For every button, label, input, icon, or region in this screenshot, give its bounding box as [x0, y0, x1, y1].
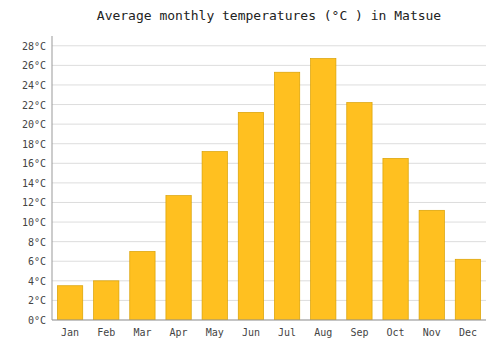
grid-line — [52, 45, 486, 46]
x-tick-label: Aug — [314, 327, 332, 338]
chart-container: Average monthly temperatures (°C ) in Ma… — [0, 0, 500, 350]
y-tick-label: 10°C — [22, 217, 46, 228]
bar — [274, 72, 299, 320]
bar — [94, 281, 119, 320]
x-tick-label: May — [206, 327, 224, 338]
x-tick-label: Mar — [133, 327, 151, 338]
chart-svg: Average monthly temperatures (°C ) in Ma… — [0, 0, 500, 350]
y-tick-label: 18°C — [22, 139, 46, 150]
title: Average monthly temperatures (°C ) in Ma… — [97, 8, 442, 23]
grid-line — [52, 104, 486, 105]
bar — [130, 251, 155, 320]
grid-line — [52, 143, 486, 144]
x-tick-label: Jun — [242, 327, 260, 338]
grid-line — [52, 65, 486, 66]
bar — [202, 152, 227, 320]
bar — [383, 158, 408, 320]
y-tick-label: 14°C — [22, 178, 46, 189]
x-tick-label: Jan — [61, 327, 79, 338]
grid-line — [52, 84, 486, 85]
y-tick-label: 28°C — [22, 41, 46, 52]
grid-line — [52, 320, 486, 321]
y-tick-label: 4°C — [28, 276, 46, 287]
y-tick-label: 22°C — [22, 100, 46, 111]
bar — [311, 59, 336, 320]
bar — [238, 112, 263, 320]
bar — [419, 210, 444, 320]
x-axis-line — [52, 320, 486, 321]
y-tick-label: 6°C — [28, 256, 46, 267]
grid-line — [52, 182, 486, 183]
y-tick-label: 16°C — [22, 158, 46, 169]
grid-line — [52, 163, 486, 164]
x-tick-label: Apr — [170, 327, 188, 338]
y-tick-label: 2°C — [28, 295, 46, 306]
y-tick-label: 8°C — [28, 237, 46, 248]
grid-line — [52, 202, 486, 203]
y-tick-label: 0°C — [28, 315, 46, 326]
x-tick-label: Sep — [350, 327, 368, 338]
grid-line — [52, 124, 486, 125]
x-tick-label: Nov — [423, 327, 441, 338]
bars — [57, 59, 480, 320]
x-tick-label: Dec — [459, 327, 477, 338]
y-tick-label: 26°C — [22, 60, 46, 71]
bar — [347, 103, 372, 320]
x-tick-label: Jul — [278, 327, 296, 338]
y-tick-label: 20°C — [22, 119, 46, 130]
grid — [52, 46, 486, 320]
bar — [455, 259, 480, 320]
y-tick-label: 12°C — [22, 197, 46, 208]
x-tick-label: Feb — [97, 327, 115, 338]
bar — [57, 286, 82, 320]
y-axis-line — [52, 36, 53, 320]
x-tick-label: Oct — [387, 327, 405, 338]
y-tick-label: 24°C — [22, 80, 46, 91]
bar — [166, 196, 191, 320]
